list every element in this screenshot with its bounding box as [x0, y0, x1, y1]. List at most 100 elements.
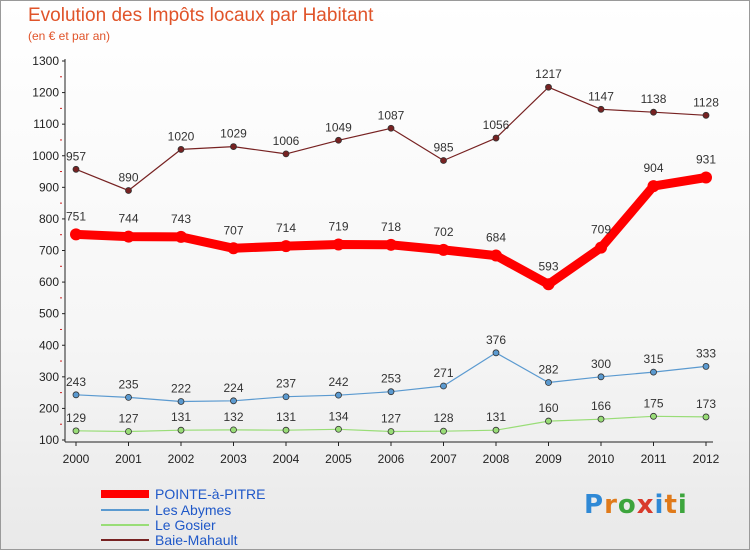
y-tick-label: 800: [39, 212, 59, 226]
y-tick-label: 1200: [32, 86, 59, 100]
data-point: [282, 150, 290, 158]
logo-letter: i: [654, 490, 665, 520]
data-label: 684: [486, 231, 506, 245]
data-label: 224: [223, 381, 243, 395]
x-tick-label: 2001: [115, 452, 142, 466]
data-point: [597, 373, 605, 381]
data-label: 714: [276, 221, 296, 235]
data-point: [385, 238, 397, 251]
y-tick-label: 500: [39, 307, 59, 321]
data-point: [545, 379, 552, 386]
chart-subtitle: (en € et par an): [28, 29, 111, 43]
data-label: 1128: [693, 95, 719, 109]
data-point: [492, 426, 500, 434]
data-label: 718: [381, 220, 401, 234]
data-point: [335, 425, 342, 433]
x-tick-label: 2006: [378, 452, 405, 466]
legend-label: Le Gosier: [155, 517, 216, 533]
legend-item-pointe-a-pitre: POINTE-à-PITRE: [101, 486, 265, 502]
data-label: 129: [66, 411, 86, 425]
data-point: [492, 134, 500, 142]
data-label: 235: [118, 377, 138, 391]
y-tick-label: 600: [39, 275, 59, 289]
data-label: 300: [591, 357, 611, 371]
data-label: 890: [118, 170, 138, 184]
data-point: [702, 111, 710, 119]
data-point: [597, 105, 605, 113]
data-label: 1029: [220, 127, 247, 141]
x-tick-label: 2010: [588, 452, 615, 466]
data-label: 131: [171, 410, 191, 424]
data-point: [282, 393, 290, 401]
data-point: [177, 426, 185, 434]
data-point: [177, 146, 185, 153]
data-label: 173: [696, 397, 716, 411]
legend-label: POINTE-à-PITRE: [155, 486, 266, 502]
legend-item-les-abymes: Les Abymes: [101, 502, 231, 518]
data-point: [230, 426, 237, 434]
x-tick-label: 2005: [325, 452, 352, 466]
data-point: [702, 413, 710, 421]
data-point: [387, 388, 395, 396]
data-point: [72, 391, 80, 399]
data-point: [230, 143, 237, 150]
data-point: [702, 363, 710, 370]
data-label: 702: [433, 225, 453, 239]
legend-label: Baie-Mahault: [155, 532, 238, 548]
data-label: 127: [118, 411, 138, 425]
data-point: [440, 157, 447, 164]
data-point: [332, 238, 345, 251]
x-tick-label: 2012: [693, 452, 720, 466]
logo-letter: o: [617, 490, 637, 520]
data-point: [335, 391, 342, 399]
data-label: 222: [171, 381, 191, 395]
data-label: 743: [171, 212, 191, 226]
data-label: 1138: [641, 92, 667, 106]
data-label: 904: [643, 161, 663, 175]
data-point: [125, 187, 132, 194]
data-label: 315: [643, 352, 663, 366]
data-label: 160: [538, 401, 558, 415]
x-tick-label: 2004: [273, 452, 300, 466]
y-tick-label: 700: [39, 244, 59, 258]
data-label: 237: [276, 377, 296, 391]
data-label: 593: [538, 259, 558, 273]
logo-letter: x: [636, 490, 655, 520]
data-label: 985: [433, 140, 453, 154]
data-label: 333: [696, 346, 716, 360]
data-point: [387, 124, 395, 132]
y-tick-label: 1000: [32, 149, 59, 163]
y-tick-label: 300: [39, 370, 59, 384]
data-point: [280, 240, 292, 253]
x-tick-label: 2007: [430, 452, 457, 466]
data-point: [650, 368, 657, 376]
data-label: 1056: [483, 118, 510, 132]
data-point: [72, 165, 80, 173]
data-label: 166: [591, 399, 611, 413]
data-point: [230, 397, 237, 405]
logo-letter: t: [664, 490, 678, 520]
logo-letter: P: [584, 490, 605, 520]
y-tick-label: 1300: [32, 54, 59, 68]
data-point: [545, 417, 552, 425]
chart-title: Evolution des Impôts locaux par Habitant: [28, 5, 374, 26]
x-tick-label: 2002: [168, 452, 195, 466]
legend-item-baie-mahault: Baie-Mahault: [101, 532, 238, 548]
legend-swatch: [101, 524, 149, 526]
data-label: 751: [66, 209, 86, 223]
legend-swatch: [101, 509, 149, 511]
x-tick-label: 2009: [535, 452, 562, 466]
x-tick-label: 2000: [63, 452, 90, 466]
data-label: 253: [381, 372, 401, 386]
data-point: [335, 136, 342, 144]
y-tick-label: 1100: [33, 117, 59, 131]
data-label: 127: [381, 411, 401, 425]
data-point: [650, 412, 657, 420]
data-label: 271: [433, 366, 453, 380]
y-tick-label: 900: [39, 180, 59, 194]
data-label: 744: [118, 212, 138, 226]
data-point: [490, 249, 502, 262]
data-point: [122, 230, 135, 243]
data-point: [282, 426, 290, 434]
